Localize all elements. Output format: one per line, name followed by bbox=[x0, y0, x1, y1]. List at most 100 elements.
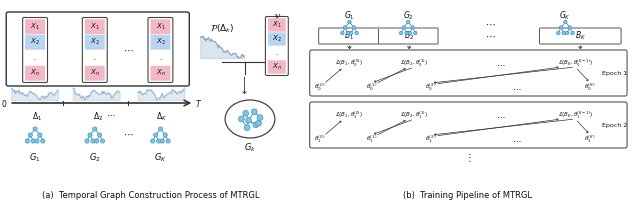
Circle shape bbox=[243, 110, 248, 116]
FancyBboxPatch shape bbox=[268, 18, 286, 32]
Text: $X_1$: $X_1$ bbox=[156, 22, 165, 32]
Circle shape bbox=[571, 31, 574, 35]
Circle shape bbox=[85, 139, 89, 143]
FancyBboxPatch shape bbox=[150, 35, 170, 50]
Circle shape bbox=[163, 133, 167, 137]
Circle shape bbox=[33, 127, 37, 131]
Text: $B_2$: $B_2$ bbox=[404, 30, 414, 42]
Circle shape bbox=[158, 127, 163, 131]
Text: $\Delta_1$: $\Delta_1$ bbox=[32, 110, 42, 122]
Text: $X_n$: $X_n$ bbox=[30, 68, 40, 78]
Text: $X_1$: $X_1$ bbox=[272, 20, 282, 30]
FancyBboxPatch shape bbox=[268, 32, 286, 46]
Text: $G_K$: $G_K$ bbox=[154, 152, 167, 165]
Text: $X_n$: $X_n$ bbox=[272, 62, 282, 72]
Circle shape bbox=[100, 139, 104, 143]
Circle shape bbox=[343, 26, 347, 29]
Circle shape bbox=[239, 116, 244, 122]
Text: $\cdots$: $\cdots$ bbox=[486, 31, 496, 41]
Text: $B_K$: $B_K$ bbox=[575, 30, 586, 42]
Text: $\cdots$: $\cdots$ bbox=[486, 19, 496, 29]
FancyBboxPatch shape bbox=[25, 19, 45, 34]
Circle shape bbox=[568, 26, 572, 29]
Circle shape bbox=[402, 26, 406, 29]
FancyBboxPatch shape bbox=[310, 102, 627, 148]
Circle shape bbox=[565, 31, 569, 35]
Circle shape bbox=[93, 127, 97, 131]
Text: $\theta_0^{(K)}$: $\theta_0^{(K)}$ bbox=[584, 81, 596, 93]
Text: $\theta_1^{(2)}$: $\theta_1^{(2)}$ bbox=[426, 133, 436, 145]
FancyBboxPatch shape bbox=[85, 66, 105, 81]
Text: $G_2$: $G_2$ bbox=[89, 152, 100, 165]
FancyBboxPatch shape bbox=[25, 35, 45, 50]
FancyBboxPatch shape bbox=[150, 19, 170, 34]
Text: $X_2$: $X_2$ bbox=[30, 37, 40, 47]
Text: $\vdots$: $\vdots$ bbox=[464, 150, 472, 163]
FancyBboxPatch shape bbox=[319, 28, 438, 44]
Text: $\cdots$: $\cdots$ bbox=[124, 129, 134, 139]
Text: $\mathcal{X}$: $\mathcal{X}$ bbox=[272, 13, 282, 23]
Circle shape bbox=[562, 31, 566, 35]
FancyBboxPatch shape bbox=[25, 66, 45, 81]
Circle shape bbox=[252, 109, 257, 115]
Text: $G_k$: $G_k$ bbox=[244, 141, 256, 153]
Text: $\cdot$: $\cdot$ bbox=[159, 55, 162, 61]
Circle shape bbox=[411, 26, 414, 29]
Text: $X_2$: $X_2$ bbox=[156, 37, 165, 47]
Circle shape bbox=[150, 139, 155, 143]
Circle shape bbox=[355, 31, 358, 35]
Text: $\mathcal{L}(B_K,\theta_1^{(K-1)})$: $\mathcal{L}(B_K,\theta_1^{(K-1)})$ bbox=[557, 109, 593, 121]
Text: $X_2$: $X_2$ bbox=[272, 34, 282, 44]
Circle shape bbox=[246, 117, 252, 123]
Text: $0$: $0$ bbox=[1, 98, 7, 108]
Text: (b)  Training Pipeline of MTRGL: (b) Training Pipeline of MTRGL bbox=[403, 191, 532, 200]
Circle shape bbox=[35, 139, 39, 143]
Text: $\theta_0^{(2)}$: $\theta_0^{(2)}$ bbox=[426, 81, 436, 93]
FancyBboxPatch shape bbox=[85, 19, 105, 34]
Text: $\cdot$: $\cdot$ bbox=[93, 55, 97, 61]
Text: $\theta_0^{(0)}$: $\theta_0^{(0)}$ bbox=[314, 81, 325, 93]
Circle shape bbox=[346, 31, 349, 35]
Circle shape bbox=[256, 120, 262, 126]
Circle shape bbox=[352, 26, 356, 29]
Circle shape bbox=[154, 133, 157, 137]
Ellipse shape bbox=[225, 100, 275, 138]
Text: $\cdots$: $\cdots$ bbox=[106, 109, 115, 118]
Text: $X_1$: $X_1$ bbox=[30, 22, 40, 32]
Text: $\cdots$: $\cdots$ bbox=[496, 58, 506, 67]
Text: $B_1$: $B_1$ bbox=[344, 30, 355, 42]
Text: $G_1$: $G_1$ bbox=[29, 152, 41, 165]
Text: $\cdots$: $\cdots$ bbox=[512, 135, 522, 144]
Circle shape bbox=[413, 31, 417, 35]
Text: $X_1$: $X_1$ bbox=[90, 22, 100, 32]
Text: $X_2$: $X_2$ bbox=[90, 37, 100, 47]
FancyBboxPatch shape bbox=[6, 12, 189, 86]
FancyBboxPatch shape bbox=[266, 16, 288, 76]
Text: $\mathcal{L}(B_2,\theta_1^{(1)})$: $\mathcal{L}(B_2,\theta_1^{(1)})$ bbox=[400, 109, 428, 121]
Circle shape bbox=[340, 31, 344, 35]
Circle shape bbox=[406, 20, 410, 24]
Text: $\mathcal{P}(\Delta_k)$: $\mathcal{P}(\Delta_k)$ bbox=[210, 23, 234, 35]
FancyBboxPatch shape bbox=[310, 50, 627, 96]
Circle shape bbox=[244, 125, 250, 131]
Text: $G_2$: $G_2$ bbox=[403, 9, 413, 21]
Text: $X_n$: $X_n$ bbox=[90, 68, 100, 78]
FancyBboxPatch shape bbox=[148, 18, 173, 83]
Circle shape bbox=[399, 31, 403, 35]
Text: $\cdot$: $\cdot$ bbox=[33, 55, 37, 61]
Text: $\theta_0^{(1)}$: $\theta_0^{(1)}$ bbox=[365, 81, 377, 93]
Text: Epoch 1: Epoch 1 bbox=[602, 70, 627, 76]
Circle shape bbox=[404, 31, 408, 35]
Text: (a)  Temporal Graph Construction Process of MTRGL: (a) Temporal Graph Construction Process … bbox=[42, 191, 259, 200]
FancyBboxPatch shape bbox=[268, 60, 286, 74]
Text: $\theta_1^{(1)}$: $\theta_1^{(1)}$ bbox=[365, 133, 377, 145]
Circle shape bbox=[41, 139, 45, 143]
Text: $G_1$: $G_1$ bbox=[344, 9, 355, 21]
Circle shape bbox=[31, 139, 35, 143]
Circle shape bbox=[408, 31, 412, 35]
Circle shape bbox=[564, 20, 567, 24]
Circle shape bbox=[160, 139, 164, 143]
Circle shape bbox=[28, 133, 33, 137]
Circle shape bbox=[559, 26, 563, 29]
Text: $\mathcal{L}(B_1,\theta_0^{(0)})$: $\mathcal{L}(B_1,\theta_0^{(0)})$ bbox=[335, 57, 364, 69]
